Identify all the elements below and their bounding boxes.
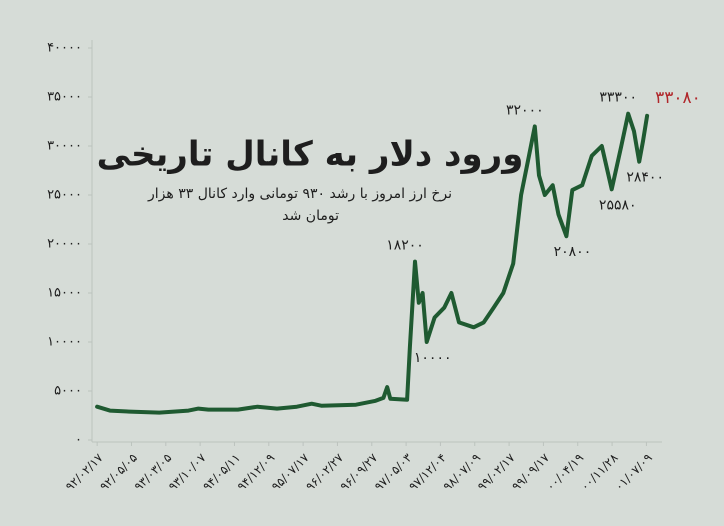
- subtitle: نرخ ارز امروز با رشد ۹۳۰ تومانی وارد کان…: [147, 186, 452, 202]
- y-tick-label: ۳۰۰۰۰: [47, 139, 82, 154]
- y-tick-label: ۲۵۰۰۰: [47, 188, 82, 203]
- value-label: ۳۳۳۰۰: [599, 90, 637, 106]
- y-tick-label: ۰: [75, 433, 82, 448]
- y-tick-label: ۱۰۰۰۰: [47, 335, 82, 350]
- subtitle: تومان شد: [282, 208, 339, 224]
- y-tick-label: ۵۰۰۰: [54, 384, 82, 399]
- value-label: ۲۵۵۸۰: [599, 197, 637, 213]
- value-label: ۲۰۸۰۰: [554, 244, 592, 260]
- value-label: ۲۸۴۰۰: [626, 170, 664, 186]
- line: [95, 111, 650, 415]
- value-label: ۱۸۲۰۰: [386, 238, 424, 254]
- value-label: ۳۳۰۸۰: [655, 88, 701, 108]
- chart-title: ورود دلار به کانال تاریخی: [97, 135, 524, 175]
- value-label: ۳۲۰۰۰: [506, 102, 544, 118]
- y-tick-label: ۱۵۰۰۰: [47, 286, 82, 301]
- y-tick-label: ۳۵۰۰۰: [47, 90, 82, 105]
- y-tick-label: ۴۰۰۰۰: [47, 41, 82, 56]
- x-tick-label: ۰۱/۰۷/۰۹: [612, 451, 655, 494]
- value-label: ۱۰۰۰۰: [414, 350, 452, 366]
- y-tick-label: ۲۰۰۰۰: [47, 237, 82, 252]
